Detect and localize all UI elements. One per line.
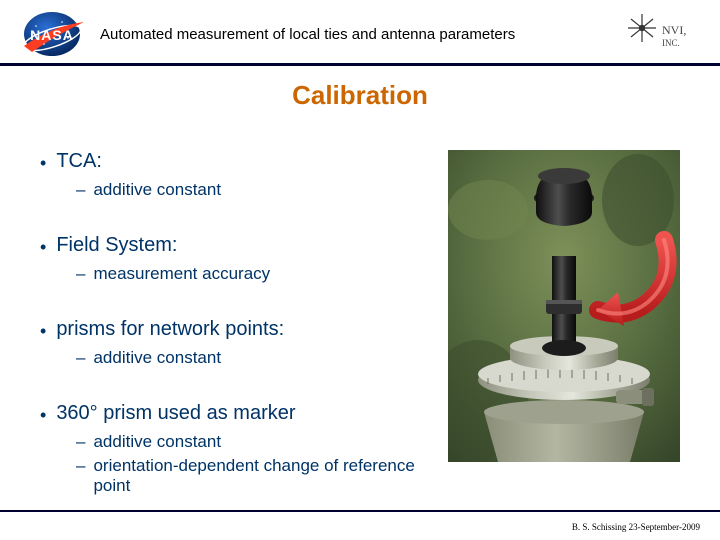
slide-title: Calibration — [0, 80, 720, 111]
bullet-label: 360° prism used as marker — [56, 402, 295, 425]
bullet-sub: additive constant — [93, 432, 221, 452]
footer-rule — [0, 510, 720, 512]
bullet-360-prism: •360° prism used as marker –additive con… — [40, 402, 420, 496]
footer-text: B. S. Schissing 23-September-2009 — [572, 522, 700, 532]
bullet-sub: orientation-dependent change of referenc… — [93, 456, 420, 496]
svg-text:INC.: INC. — [662, 38, 680, 48]
bullet-tca: •TCA: –additive constant — [40, 150, 420, 200]
bullet-sub: additive constant — [93, 180, 221, 200]
bullet-label: Field System: — [56, 234, 177, 257]
bullet-label: prisms for network points: — [56, 318, 284, 341]
bullet-sub: measurement accuracy — [93, 264, 270, 284]
bullet-prisms: •prisms for network points: –additive co… — [40, 318, 420, 368]
header-title: Automated measurement of local ties and … — [100, 26, 515, 43]
header: NASA Automated measurement of local ties… — [0, 0, 720, 66]
svg-text:NASA: NASA — [30, 27, 74, 43]
svg-text:NVI,: NVI, — [662, 23, 686, 37]
bullet-label: TCA: — [56, 150, 102, 173]
bullet-field-system: •Field System: –measurement accuracy — [40, 234, 420, 284]
bullet-sub: additive constant — [93, 348, 221, 368]
nasa-logo: NASA — [18, 8, 92, 63]
content: •TCA: –additive constant •Field System: … — [40, 150, 420, 496]
slide: NASA Automated measurement of local ties… — [0, 0, 720, 540]
prism-photo — [448, 150, 680, 462]
nvi-logo: NVI, INC. — [620, 12, 698, 61]
